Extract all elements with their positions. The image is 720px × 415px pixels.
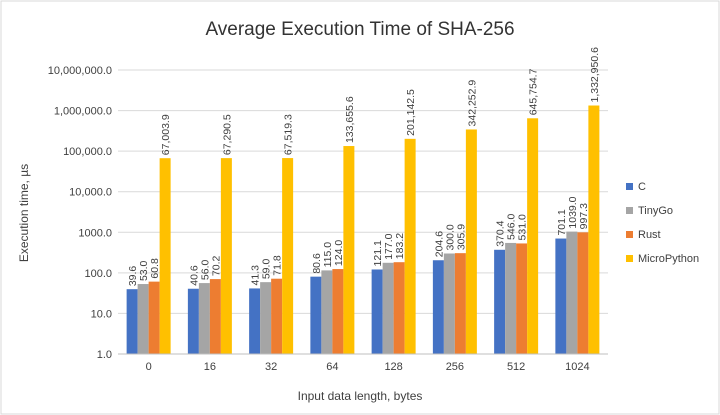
bar-value-label: 701.1 (556, 209, 568, 235)
bar-value-label: 53.0 (138, 260, 150, 281)
bar-value-label: 67,003.9 (160, 114, 172, 155)
bar-value-label: 370.4 (495, 220, 507, 246)
bar-c-64 (310, 276, 322, 354)
legend-label-micropython: MicroPython (638, 253, 699, 265)
bar-micropython-16 (220, 158, 232, 354)
bar-micropython-1024 (588, 105, 600, 355)
bar-rust-64 (332, 269, 344, 354)
x-tick-label: 32 (265, 361, 277, 373)
bar-value-label: 1,332,950.6 (589, 47, 601, 103)
bar-value-label: 67,519.3 (283, 114, 295, 155)
x-tick-label: 16 (204, 361, 216, 373)
bar-c-16 (187, 288, 199, 354)
bar-tinygo-0 (137, 284, 149, 354)
bar-micropython-512 (527, 118, 539, 355)
bar-value-label: 342,252.9 (466, 80, 478, 127)
bar-labels: 39.6 53.0 60.8 67,003.9 40.6 56.0 70.2 67,290.5… (127, 47, 601, 286)
legend-swatch-micropython (626, 255, 633, 262)
x-tick-label: 128 (384, 361, 402, 373)
bar-value-label: 124.0 (333, 240, 345, 266)
bar-value-label: 59.0 (261, 259, 273, 280)
bar-value-label: 56.0 (199, 259, 211, 280)
bar-rust-0 (148, 281, 160, 354)
x-axis-title: Input data length, bytes (298, 389, 423, 403)
bar-rust-512 (516, 243, 528, 354)
x-tick-label: 1024 (565, 361, 589, 373)
legend-label-tinygo: TinyGo (638, 205, 673, 217)
y-axis-title: Execution time, µs (17, 164, 31, 262)
bar-c-32 (249, 288, 261, 354)
bar-value-label: 70.2 (210, 255, 222, 276)
x-tick-label: 512 (507, 361, 525, 373)
bar-value-label: 41.3 (250, 265, 262, 286)
bar-rust-1024 (577, 232, 589, 354)
bar-value-label: 115.0 (322, 242, 334, 268)
bar-micropython-256 (465, 129, 477, 354)
bar-value-label: 997.3 (578, 203, 590, 229)
bar-value-label: 39.6 (127, 266, 139, 287)
y-axis-ticks: 1.0 10.0 100.0 1000.0 10,000.0 100,000.0 1,000… (48, 65, 112, 361)
chart-title: Average Execution Time of SHA-256 (205, 19, 514, 40)
legend-label-c: C (638, 181, 646, 193)
bar-c-256 (432, 260, 444, 354)
bar-value-label: 1039.0 (567, 196, 579, 228)
legend: C TinyGo Rust MicroPython (626, 181, 699, 265)
bar-value-label: 204.6 (433, 231, 445, 257)
bar-tinygo-512 (505, 242, 517, 354)
bar-value-label: 201,142.5 (405, 89, 417, 136)
bar-value-label: 546.0 (506, 214, 518, 240)
bar-value-label: 305.9 (455, 224, 467, 250)
bar-value-label: 40.6 (188, 265, 200, 286)
bar-value-label: 121.1 (372, 240, 384, 266)
bar-c-0 (126, 289, 138, 354)
bar-tinygo-16 (198, 283, 210, 354)
y-tick-label: 1000.0 (78, 227, 112, 239)
x-tick-label: 256 (446, 361, 464, 373)
bar-value-label: 80.6 (311, 253, 323, 274)
bar-value-label: 531.0 (517, 214, 529, 240)
y-tick-label: 100.0 (84, 268, 112, 280)
bar-value-label: 645,754.7 (528, 68, 540, 115)
y-tick-label: 10,000,000.0 (48, 65, 112, 77)
bar-rust-16 (209, 279, 221, 354)
bar-tinygo-256 (443, 253, 455, 354)
x-tick-label: 0 (146, 361, 152, 373)
legend-swatch-c (626, 183, 633, 190)
y-tick-label: 100,000.0 (63, 146, 112, 158)
bar-value-label: 133,655.6 (344, 96, 356, 143)
bar-rust-128 (393, 262, 405, 354)
y-tick-label: 1.0 (97, 349, 112, 361)
bar-micropython-0 (159, 158, 171, 354)
bar-c-512 (494, 249, 506, 354)
bar-c-128 (371, 269, 383, 354)
bar-micropython-64 (343, 146, 355, 354)
legend-swatch-tinygo (626, 207, 633, 214)
bar-rust-32 (271, 278, 283, 354)
x-tick-label: 64 (326, 361, 338, 373)
bar-tinygo-1024 (566, 231, 578, 354)
bar-micropython-128 (404, 138, 416, 354)
bar-value-label: 71.8 (272, 255, 284, 276)
x-axis-ticks: 0 16 32 64 128 256 512 1024 (146, 361, 590, 373)
bar-value-label: 60.8 (149, 258, 161, 279)
bar-value-label: 300.0 (444, 224, 456, 250)
bar-value-label: 67,290.5 (221, 114, 233, 155)
bar-rust-256 (454, 253, 466, 354)
bar-micropython-32 (282, 158, 294, 354)
legend-label-rust: Rust (638, 229, 661, 241)
bar-value-label: 183.2 (394, 233, 406, 259)
bar-tinygo-32 (260, 282, 272, 354)
bar-value-label: 177.0 (383, 233, 395, 259)
legend-swatch-rust (626, 231, 633, 238)
bar-c-1024 (555, 238, 567, 354)
bar-tinygo-64 (321, 270, 333, 354)
bars (126, 105, 600, 355)
y-tick-label: 1,000,000.0 (54, 106, 112, 118)
y-tick-label: 10,000.0 (69, 187, 112, 199)
y-tick-label: 10.0 (91, 308, 112, 320)
bar-tinygo-128 (382, 262, 394, 354)
